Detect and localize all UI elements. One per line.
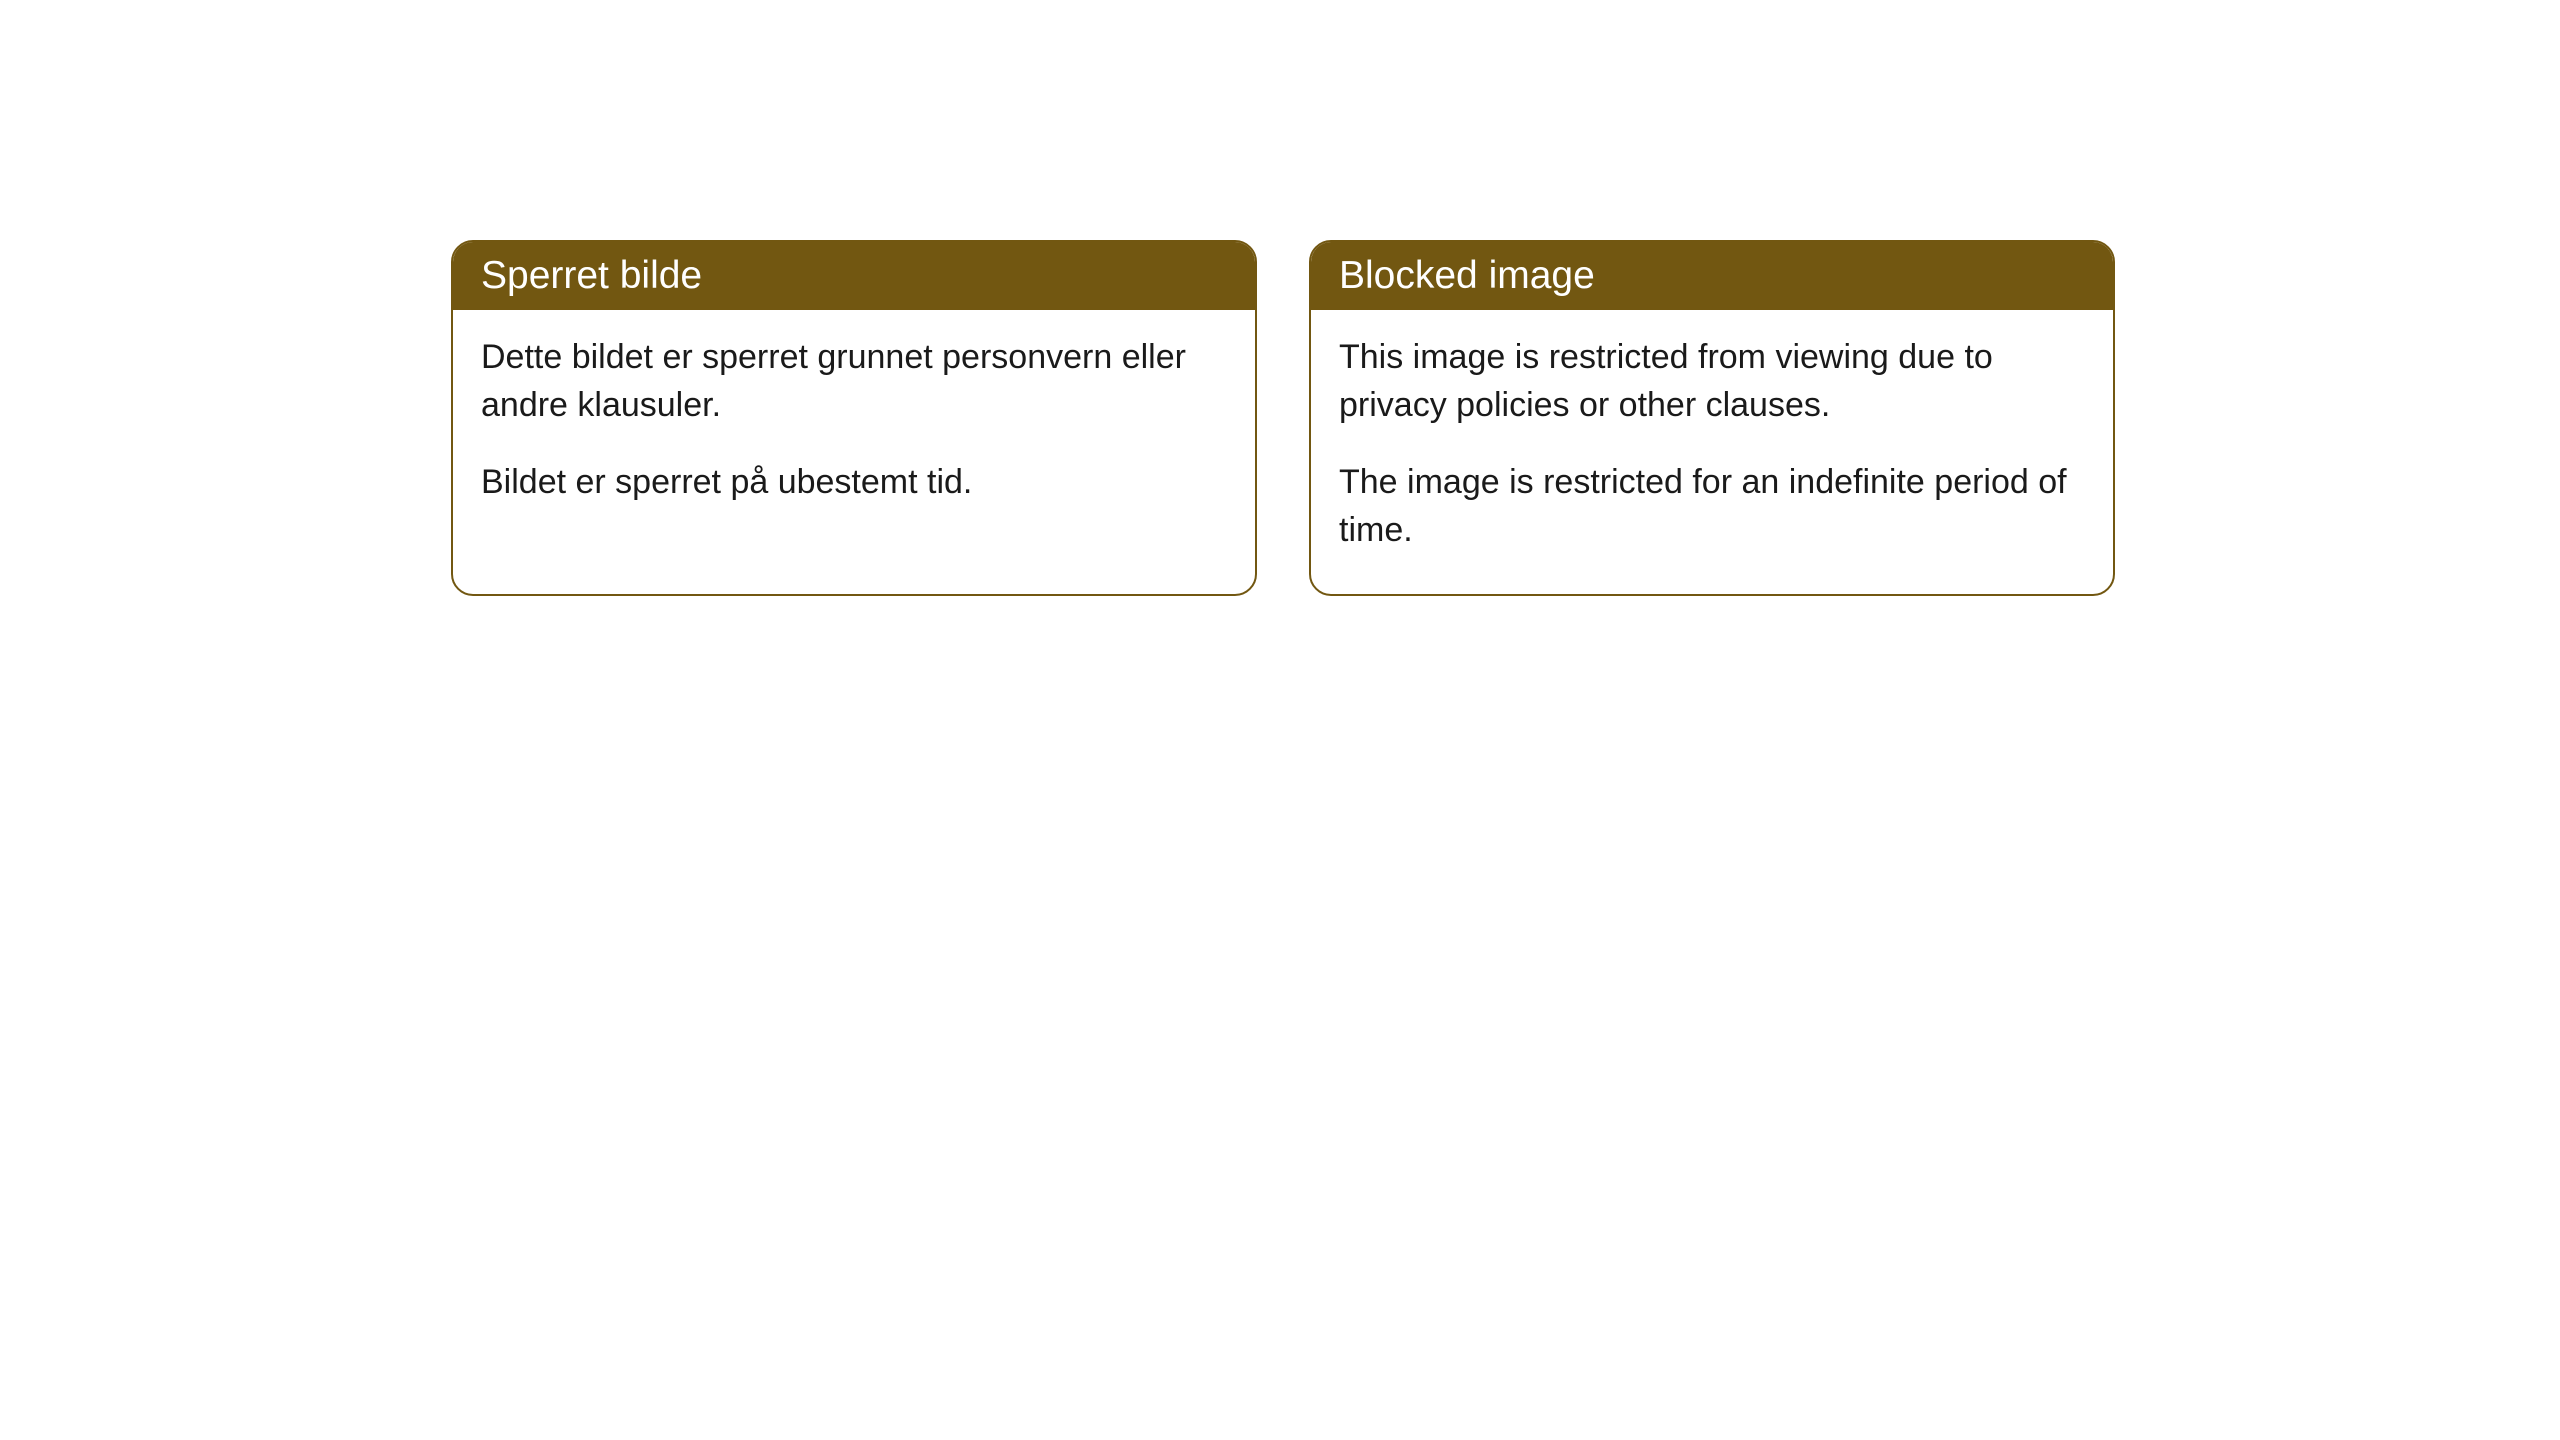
notice-text-norwegian-1: Dette bildet er sperret grunnet personve… (481, 334, 1227, 429)
notice-text-norwegian-2: Bildet er sperret på ubestemt tid. (481, 459, 1227, 507)
card-body-english: This image is restricted from viewing du… (1311, 310, 2113, 594)
card-body-norwegian: Dette bildet er sperret grunnet personve… (453, 310, 1255, 547)
notice-card-english: Blocked image This image is restricted f… (1309, 240, 2115, 596)
notice-text-english-2: The image is restricted for an indefinit… (1339, 459, 2085, 554)
notice-container: Sperret bilde Dette bildet er sperret gr… (0, 0, 2560, 596)
notice-text-english-1: This image is restricted from viewing du… (1339, 334, 2085, 429)
notice-card-norwegian: Sperret bilde Dette bildet er sperret gr… (451, 240, 1257, 596)
card-header-norwegian: Sperret bilde (453, 242, 1255, 310)
card-header-english: Blocked image (1311, 242, 2113, 310)
